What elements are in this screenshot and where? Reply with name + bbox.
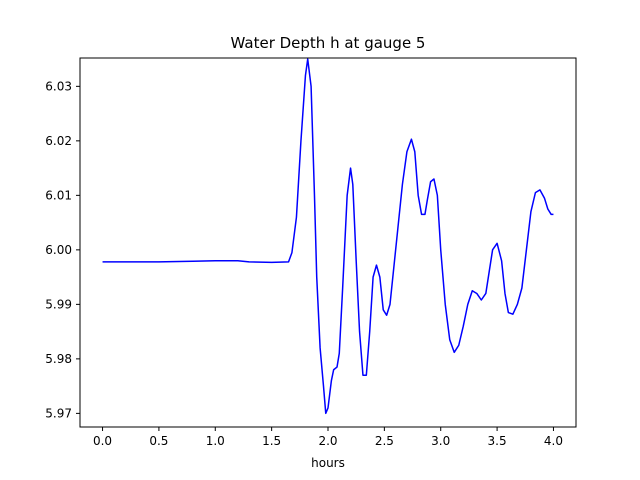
x-tick-label: 4.0 [544,434,563,448]
x-tick-label: 0.5 [149,434,168,448]
y-tick-label: 6.02 [45,134,72,148]
x-tick-label: 2.0 [318,434,337,448]
series-line [102,58,554,415]
x-axis-ticks: 0.0 0.5 1.0 1.5 2.0 2.5 3.0 3.5 4.0 [93,427,563,448]
y-axis-ticks: 5.97 5.98 5.99 6.00 6.01 6.02 6.03 [45,79,80,420]
x-axis-title: hours [311,456,345,470]
y-tick-label: 5.99 [45,297,72,311]
x-tick-label: 3.0 [431,434,450,448]
y-tick-label: 5.98 [45,352,72,366]
y-tick-label: 6.00 [45,243,72,257]
x-tick-label: 1.0 [206,434,225,448]
chart-title: Water Depth h at gauge 5 [231,34,426,52]
y-tick-label: 6.03 [45,79,72,93]
y-tick-label: 6.01 [45,188,72,202]
x-tick-label: 1.5 [262,434,281,448]
x-tick-label: 2.5 [375,434,394,448]
y-tick-label: 5.97 [45,406,72,420]
x-tick-label: 3.5 [488,434,507,448]
x-tick-label: 0.0 [93,434,112,448]
